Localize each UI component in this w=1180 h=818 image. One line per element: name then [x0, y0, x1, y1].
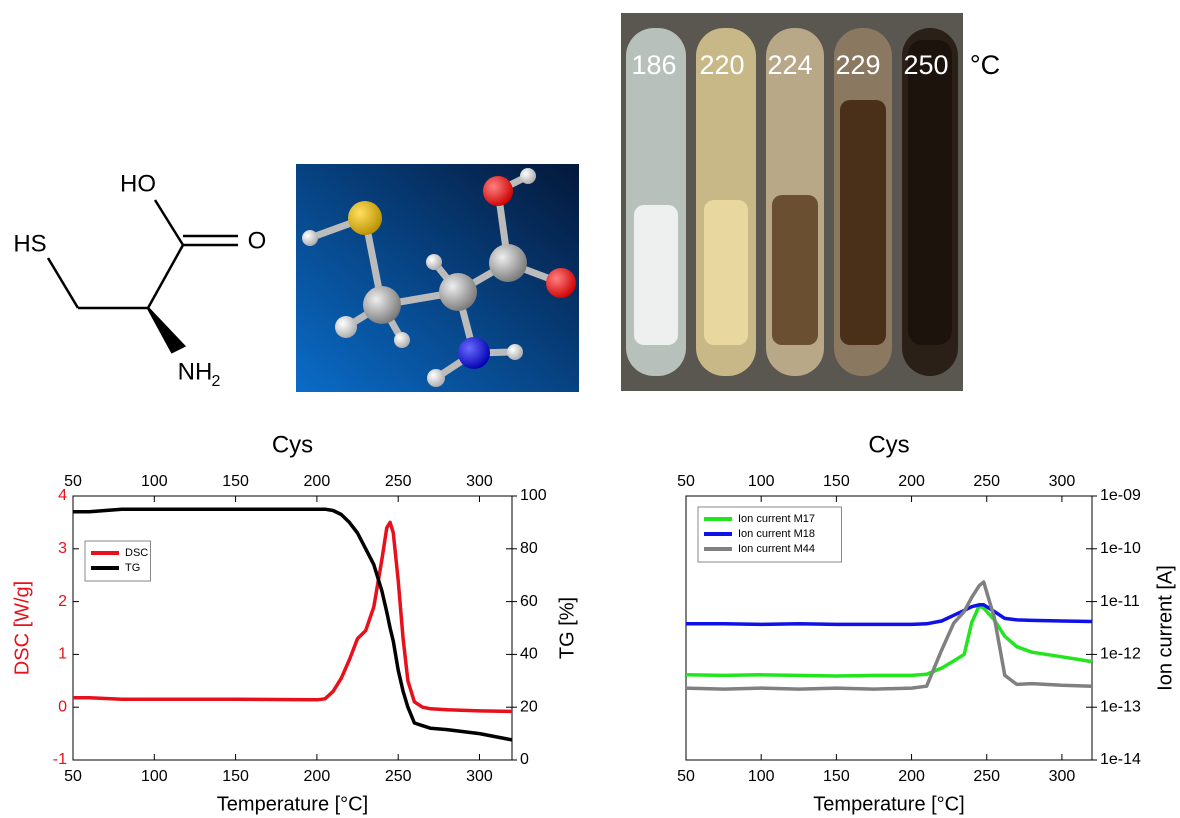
x-tick-label: 300 — [466, 768, 493, 785]
y2-axis-label: TG [%] — [556, 597, 578, 659]
x-top-tick-label: 100 — [748, 473, 775, 490]
chart-title: Cys — [272, 431, 313, 458]
x-top-tick-label: 250 — [973, 473, 1000, 490]
structure — [48, 200, 238, 352]
x-top-tick-label: 150 — [222, 473, 249, 490]
x-tick-label: 50 — [64, 768, 82, 785]
tube-label: 250 — [903, 50, 948, 80]
legend-label: Ion current M17 — [738, 513, 815, 525]
x-top-tick-label: 200 — [304, 473, 331, 490]
tube-label: 229 — [835, 50, 880, 80]
atom-label: HO — [120, 170, 156, 197]
x-top-tick-label: 100 — [141, 473, 168, 490]
figure: HS HO O NH 2 — [0, 0, 1180, 818]
legend-label: Ion current M18 — [738, 528, 815, 540]
legend-label: DSC — [125, 547, 148, 559]
y2-tick-label: 1e-11 — [1100, 593, 1140, 610]
legend-label: Ion current M44 — [738, 543, 815, 555]
plot-frame — [73, 496, 512, 760]
y2-tick-label: 1e-09 — [1100, 487, 1141, 504]
y2-axis-label: Ion current [A] — [1154, 565, 1176, 691]
x-tick-label: 250 — [385, 768, 412, 785]
x-top-tick-label: 150 — [823, 473, 850, 490]
x-axis-label: Temperature [°C] — [813, 793, 964, 815]
atom-subscript: 2 — [212, 373, 221, 390]
y2-tick-label: 20 — [520, 698, 538, 715]
tube-label: 224 — [767, 50, 812, 80]
y2-tick-label: 1e-14 — [1100, 751, 1141, 768]
chart-title: Cys — [868, 431, 909, 458]
x-axis-label: Temperature [°C] — [217, 793, 368, 815]
y2-tick-label: 100 — [520, 487, 547, 504]
y2-tick-label: 60 — [520, 593, 538, 610]
tube-label: 186 — [631, 50, 676, 80]
x-tick-label: 150 — [823, 768, 850, 785]
atom-label: NH — [178, 358, 213, 385]
x-tick-label: 250 — [973, 768, 1000, 785]
data-line — [686, 605, 1092, 625]
x-top-tick-label: 300 — [1049, 473, 1076, 490]
y2-tick-label: 1e-13 — [1100, 698, 1141, 715]
x-tick-label: 200 — [898, 768, 925, 785]
unit-label: °C — [970, 50, 1000, 80]
x-tick-label: 100 — [141, 768, 168, 785]
y-tick-label: -1 — [53, 751, 67, 768]
molecule-image — [296, 164, 579, 392]
atom-label: O — [248, 227, 267, 254]
x-top-tick-label: 300 — [466, 473, 493, 490]
x-top-tick-label: 200 — [898, 473, 925, 490]
x-tick-label: 150 — [222, 768, 249, 785]
y-axis-label: DSC [W/g] — [11, 581, 33, 675]
y-tick-label: 3 — [58, 540, 67, 557]
y2-tick-label: 1e-12 — [1100, 646, 1141, 663]
x-tick-label: 200 — [304, 768, 331, 785]
x-top-tick-label: 50 — [677, 473, 695, 490]
x-tick-label: 50 — [677, 768, 695, 785]
x-tick-label: 100 — [748, 768, 775, 785]
y-tick-label: 1 — [58, 646, 67, 663]
y2-tick-label: 80 — [520, 540, 538, 557]
atom-label: HS — [13, 230, 46, 257]
y-tick-label: 0 — [58, 698, 67, 715]
y2-tick-label: 40 — [520, 646, 538, 663]
data-line — [686, 582, 1092, 689]
legend-label: TG — [125, 562, 140, 574]
y-tick-label: 2 — [58, 593, 67, 610]
x-tick-label: 300 — [1049, 768, 1076, 785]
y2-tick-label: 0 — [520, 751, 529, 768]
page: HS HO O NH 2 — [0, 0, 1180, 818]
x-top-tick-label: 250 — [385, 473, 412, 490]
data-line — [686, 606, 1092, 676]
y-tick-label: 4 — [58, 487, 67, 504]
tube-label: 220 — [699, 50, 744, 80]
y2-tick-label: 1e-10 — [1100, 540, 1141, 557]
